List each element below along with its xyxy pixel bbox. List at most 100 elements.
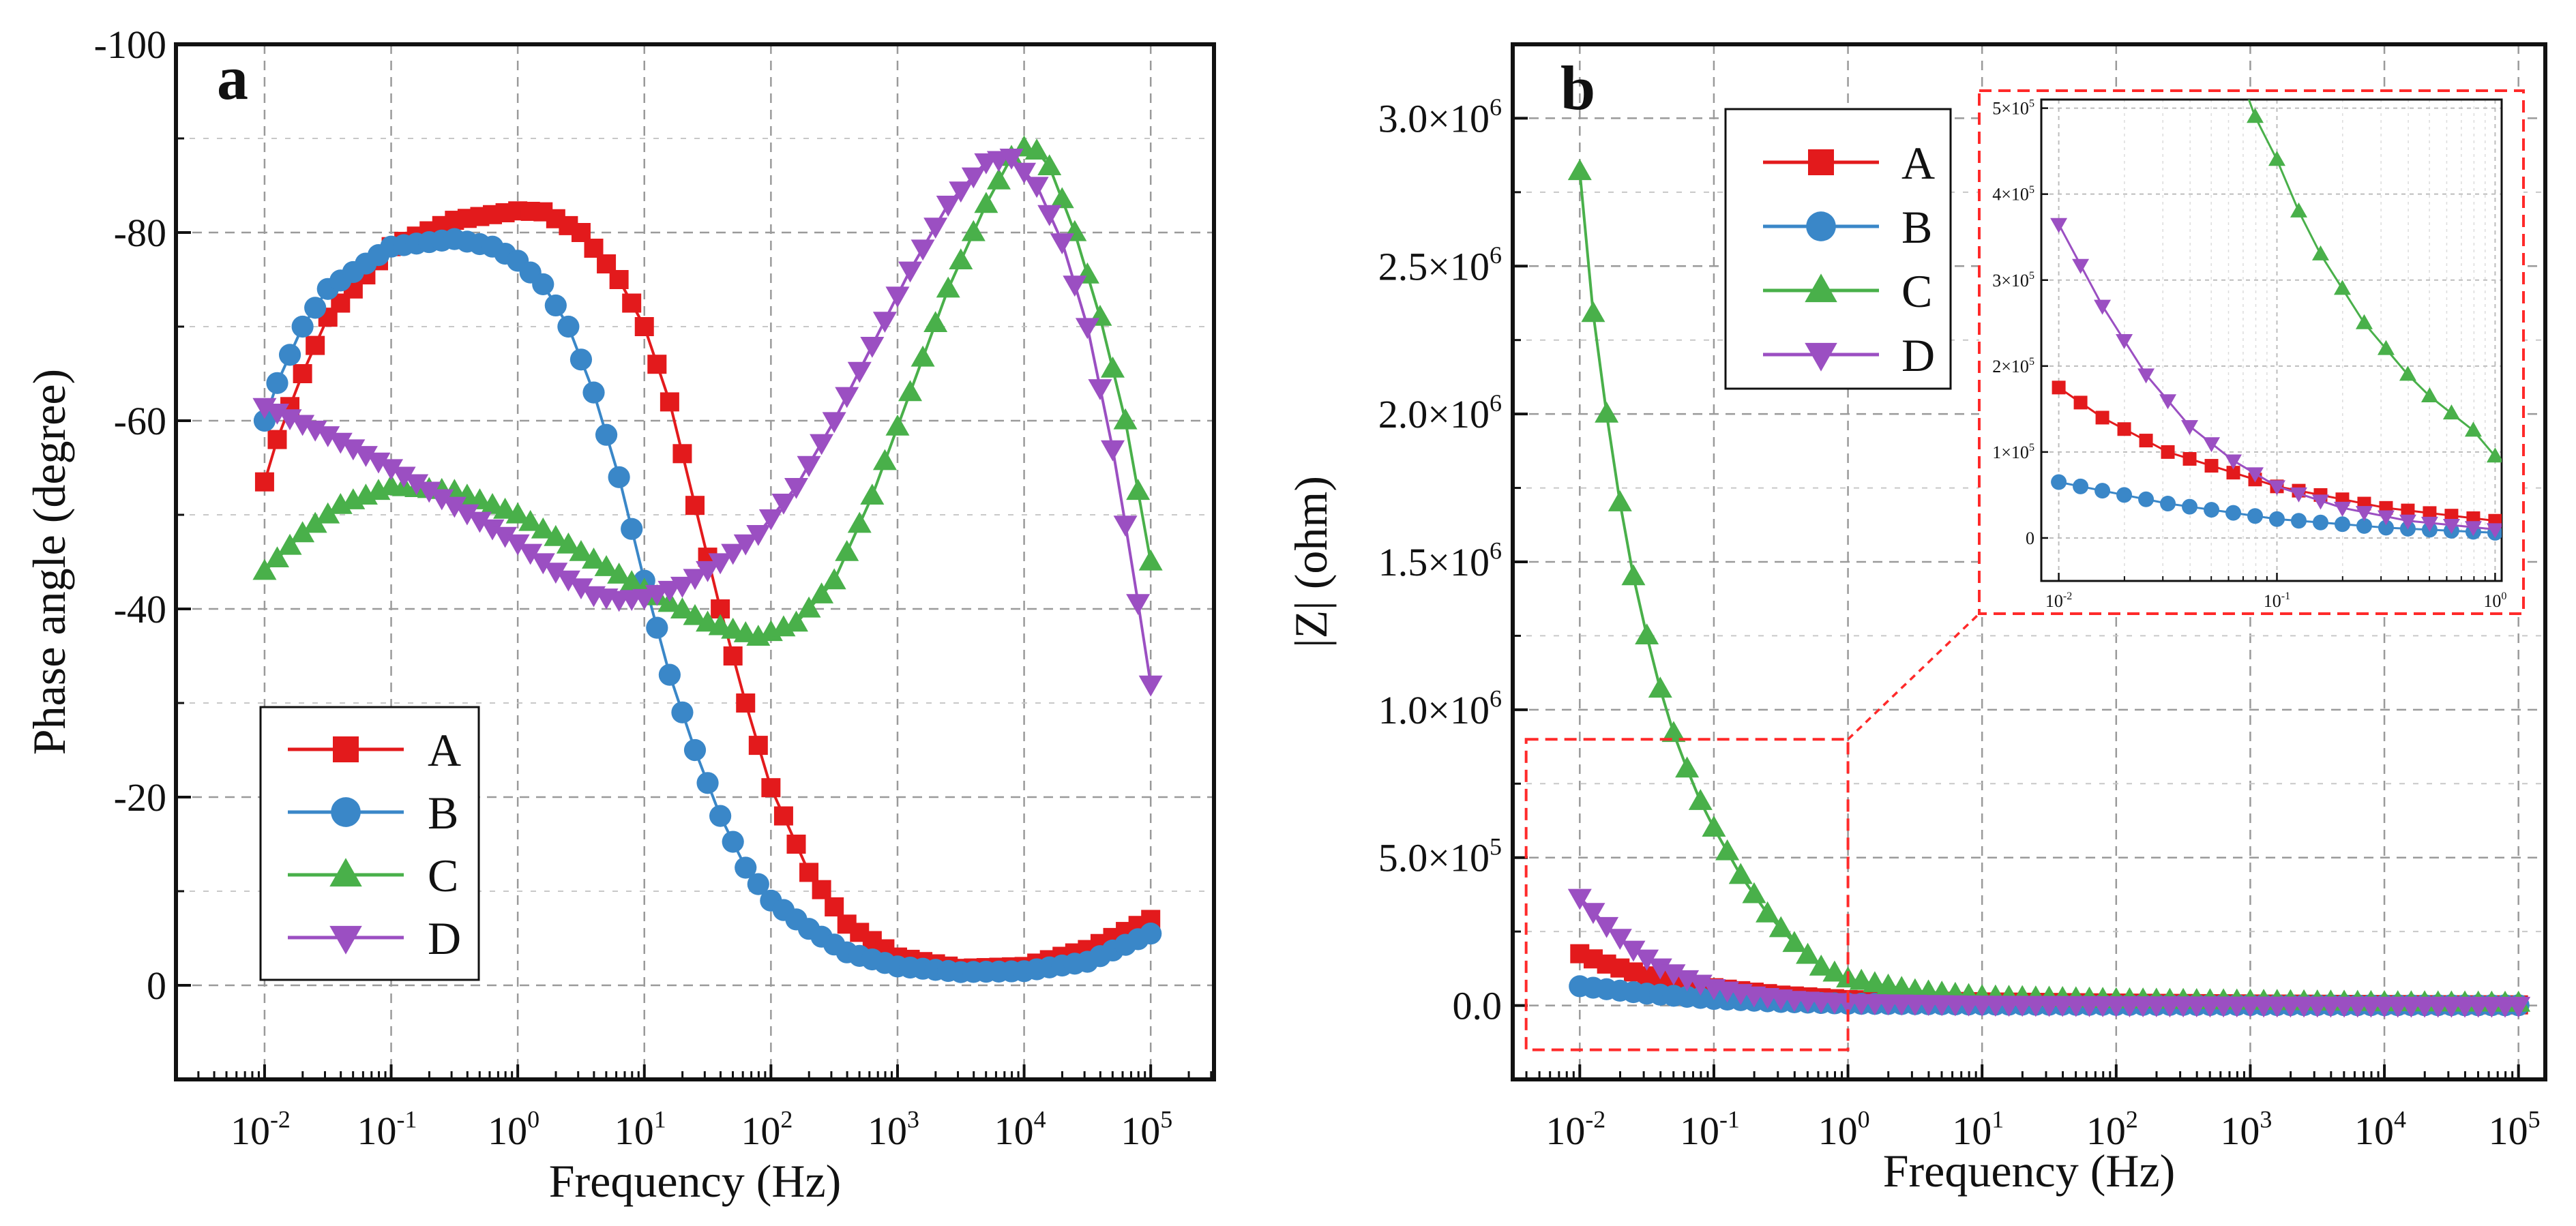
data-point — [480, 493, 505, 514]
x-tick-label: 100 — [488, 1106, 539, 1153]
data-point — [746, 525, 771, 546]
legend-label: A — [428, 724, 461, 776]
inset-data-point — [2072, 258, 2090, 274]
legend-label: B — [428, 787, 458, 839]
data-point — [2506, 996, 2531, 1018]
data-point — [430, 489, 454, 511]
data-point — [860, 483, 885, 505]
data-point — [622, 293, 642, 313]
inset-data-point — [2226, 466, 2240, 480]
data-point — [265, 403, 289, 425]
x-tick-label: 105 — [2489, 1106, 2541, 1153]
data-point — [646, 616, 668, 639]
data-point — [1024, 138, 1049, 160]
legend-box — [1724, 108, 1952, 390]
data-point — [1037, 154, 1062, 175]
y-tick-label: 2.5×106 — [1378, 241, 1502, 288]
data-point — [1608, 929, 1632, 951]
data-point — [595, 423, 618, 446]
data-point — [366, 452, 391, 474]
data-point — [885, 415, 910, 436]
data-point — [1648, 676, 1672, 698]
data-point — [722, 831, 744, 853]
data-point — [328, 432, 353, 454]
data-point — [1715, 839, 1740, 861]
legend-label: D — [428, 912, 461, 964]
data-point — [1728, 863, 1753, 884]
data-point — [671, 701, 694, 723]
inset-data-point — [2333, 280, 2351, 295]
data-point — [1567, 159, 1592, 181]
y-axis-label: Phase angle (degree) — [23, 369, 75, 755]
inset-data-point — [2486, 447, 2502, 463]
data-point — [1688, 789, 1713, 810]
data-point — [1581, 903, 1605, 925]
x-tick-label: 104 — [994, 1106, 1046, 1153]
data-point — [736, 693, 756, 713]
zoom-region-box — [1524, 738, 1850, 1051]
data-point — [974, 192, 998, 213]
data-point — [847, 361, 872, 383]
data-point — [1075, 318, 1099, 340]
data-point — [660, 392, 679, 412]
inset-data-point — [2399, 365, 2416, 381]
data-point — [582, 381, 605, 404]
data-point — [799, 863, 819, 882]
inset-data-point — [2401, 503, 2415, 518]
inset-x-tick-label: 10-2 — [2045, 590, 2072, 611]
y-tick-label: 1.0×106 — [1378, 685, 1502, 732]
data-point — [609, 270, 629, 289]
data-point — [467, 488, 492, 509]
legend-marker — [1808, 149, 1834, 175]
data-point — [825, 897, 844, 916]
data-point — [771, 494, 796, 515]
data-point — [291, 315, 314, 338]
data-point — [923, 218, 948, 239]
data-point — [748, 736, 768, 756]
data-point — [1024, 177, 1049, 198]
inset-data-point — [2355, 506, 2373, 522]
data-point — [1140, 923, 1162, 945]
data-point — [608, 466, 630, 488]
legend-label: B — [1901, 201, 1932, 253]
inset-y-tick-label: 3×105 — [1992, 270, 2034, 290]
data-point — [569, 540, 593, 561]
data-point — [923, 311, 948, 332]
plot-frame — [174, 42, 1216, 1081]
inset-x-tick-label: 100 — [2483, 590, 2506, 611]
inset-data-point — [2377, 510, 2395, 526]
x-tick-label: 10-1 — [357, 1106, 417, 1153]
data-point — [721, 543, 745, 565]
inset-data-point — [2423, 506, 2437, 520]
data-point — [761, 778, 781, 798]
inset-data-point — [2161, 445, 2175, 459]
data-point — [379, 459, 404, 481]
inset-data-point — [2312, 514, 2328, 530]
data-point — [556, 532, 580, 554]
inset-data-point — [2225, 454, 2242, 470]
x-axis-label: Frequency (Hz) — [1883, 1145, 2176, 1197]
data-point — [254, 472, 274, 492]
series-B — [253, 228, 1162, 983]
data-point — [961, 220, 986, 241]
data-point — [647, 355, 667, 374]
data-point — [773, 806, 793, 826]
legend-marker — [1805, 273, 1837, 303]
data-point — [1126, 594, 1151, 615]
y-tick-label: 0.0 — [1453, 984, 1502, 1028]
data-point — [1635, 949, 1659, 971]
x-axis-label: Frequency (Hz) — [549, 1155, 842, 1207]
data-point — [531, 553, 555, 575]
data-point — [1050, 233, 1074, 254]
inset-data-point — [2486, 523, 2502, 539]
inset-data-point — [2356, 518, 2372, 534]
inset-data-point — [2247, 508, 2264, 524]
data-point — [847, 511, 872, 533]
inset-data-point — [2247, 108, 2264, 123]
inset-data-point — [2182, 498, 2198, 515]
data-point — [265, 546, 289, 567]
data-point — [810, 434, 834, 455]
data-point — [1661, 964, 1686, 986]
panel-b: 10-2 10-1 100 101 102 103 104 105 0.0 5.0×105 1.0×… — [1285, 42, 2547, 1197]
